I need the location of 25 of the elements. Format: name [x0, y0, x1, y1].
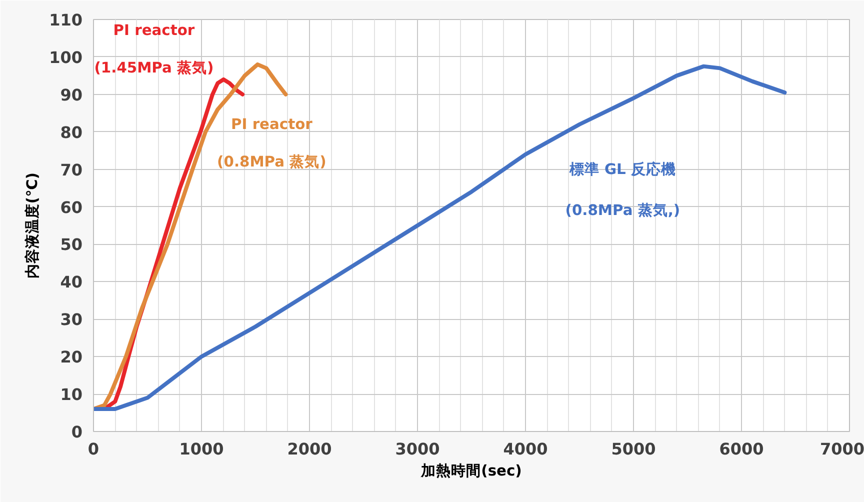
x-tick-label: 0	[88, 440, 100, 458]
x-tick-label: 4000	[503, 440, 548, 458]
x-axis-title: 加熱時間(sec)	[420, 462, 522, 480]
y-axis-title: 内容液温度(℃)	[23, 172, 42, 279]
x-tick-label: 6000	[719, 440, 764, 458]
x-tick-label: 2000	[287, 440, 332, 458]
y-tick-label: 70	[60, 160, 82, 180]
y-tick-label: 10	[60, 385, 82, 404]
y-tick-label: 50	[60, 235, 82, 254]
y-tick-label: 60	[60, 198, 82, 217]
y-tick-label: 110	[49, 10, 83, 30]
x-tick-label: 5000	[611, 440, 656, 458]
text: PI reactor (0.8MPa 蒸気)	[217, 116, 326, 170]
y-tick-label: 80	[60, 122, 82, 142]
text: 標準 GL 反応機 (0.8MPa 蒸気,)	[565, 160, 680, 220]
y-tick-label: 40	[60, 272, 82, 292]
y-tick-label: 0	[71, 422, 83, 442]
x-tick-label: 3000	[395, 440, 440, 458]
y-tick-label: 100	[49, 48, 83, 67]
x-tick-label: 1000	[179, 440, 224, 458]
y-tick-label: 30	[60, 310, 82, 330]
x-tick-label: 7000	[820, 440, 864, 458]
y-tick-label: 20	[60, 348, 82, 367]
text: PI reactor (1.45MPa 蒸気)	[94, 22, 214, 77]
y-tick-label: 90	[60, 85, 82, 104]
